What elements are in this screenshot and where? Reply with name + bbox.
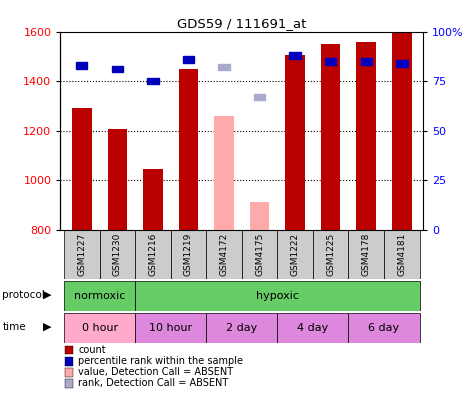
Bar (219, 64, 230, 70)
FancyBboxPatch shape (64, 230, 100, 279)
Text: GSM1230: GSM1230 (113, 233, 122, 276)
Bar (321, 44, 340, 230)
Text: GSM4178: GSM4178 (362, 233, 371, 276)
Bar (360, 58, 372, 65)
FancyBboxPatch shape (100, 230, 135, 279)
Bar (72, 109, 92, 230)
Bar (325, 58, 336, 65)
Title: GDS59 / 111691_at: GDS59 / 111691_at (177, 17, 306, 30)
FancyBboxPatch shape (64, 281, 135, 311)
Bar (254, 94, 265, 100)
Text: 10 hour: 10 hour (149, 323, 192, 333)
FancyBboxPatch shape (313, 230, 348, 279)
Text: 0 hour: 0 hour (81, 323, 118, 333)
Text: normoxic: normoxic (74, 291, 125, 301)
FancyBboxPatch shape (135, 230, 171, 279)
FancyBboxPatch shape (242, 230, 277, 279)
FancyBboxPatch shape (348, 313, 419, 343)
Text: percentile rank within the sample: percentile rank within the sample (78, 356, 243, 366)
Bar (107, 129, 127, 230)
Text: count: count (78, 345, 106, 355)
Text: hypoxic: hypoxic (256, 291, 299, 301)
Text: ▶: ▶ (43, 290, 51, 300)
Text: GSM1227: GSM1227 (77, 233, 86, 276)
Bar (250, 202, 269, 230)
Text: value, Detection Call = ABSENT: value, Detection Call = ABSENT (78, 367, 233, 377)
Bar (183, 56, 194, 63)
Text: GSM1225: GSM1225 (326, 233, 335, 276)
Text: 6 day: 6 day (368, 323, 399, 333)
Bar (289, 52, 301, 59)
Text: ▶: ▶ (43, 322, 51, 332)
FancyBboxPatch shape (171, 230, 206, 279)
Text: GSM4175: GSM4175 (255, 233, 264, 276)
FancyBboxPatch shape (384, 230, 419, 279)
Text: GSM1219: GSM1219 (184, 233, 193, 276)
Text: protocol: protocol (2, 290, 45, 300)
FancyBboxPatch shape (348, 230, 384, 279)
Bar (143, 169, 163, 230)
FancyBboxPatch shape (135, 313, 206, 343)
Bar (396, 60, 407, 67)
Bar (392, 33, 412, 230)
Bar (147, 78, 159, 84)
FancyBboxPatch shape (277, 313, 348, 343)
Bar (76, 62, 87, 69)
Bar (357, 42, 376, 230)
Bar (286, 55, 305, 230)
Bar (179, 69, 198, 230)
Text: GSM1216: GSM1216 (148, 233, 158, 276)
Bar (214, 116, 234, 230)
FancyBboxPatch shape (277, 230, 313, 279)
FancyBboxPatch shape (135, 281, 419, 311)
FancyBboxPatch shape (206, 230, 242, 279)
FancyBboxPatch shape (64, 313, 135, 343)
Text: GSM4181: GSM4181 (397, 233, 406, 276)
FancyBboxPatch shape (206, 313, 277, 343)
Bar (112, 66, 123, 72)
Text: 4 day: 4 day (297, 323, 329, 333)
Text: GSM4172: GSM4172 (219, 233, 228, 276)
Text: time: time (2, 322, 26, 332)
Text: 2 day: 2 day (226, 323, 258, 333)
Text: GSM1222: GSM1222 (291, 233, 299, 276)
Text: rank, Detection Call = ABSENT: rank, Detection Call = ABSENT (78, 378, 228, 388)
